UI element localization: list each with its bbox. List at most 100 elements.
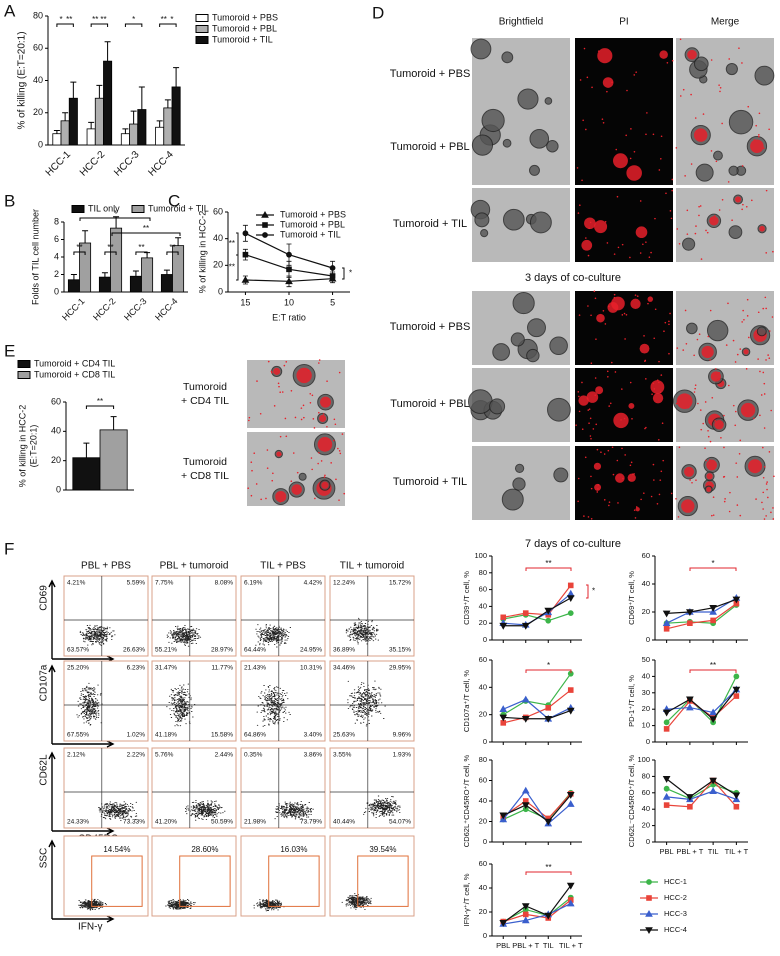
- data-point: [285, 277, 293, 285]
- pi-dot: [720, 436, 722, 439]
- pi-dot: [675, 402, 678, 405]
- y-tick-label: 40: [642, 671, 650, 680]
- pi-dot: [248, 419, 250, 422]
- y-tick-label: 20: [51, 455, 61, 465]
- legend-label: Tumoroid + TIL: [280, 229, 341, 239]
- pi-signal: [596, 313, 605, 323]
- pi-dot: [334, 423, 337, 426]
- pi-dot: [705, 229, 707, 232]
- pi-dot: [651, 393, 653, 395]
- error-bar: [175, 237, 182, 246]
- pi-dot: [653, 388, 656, 390]
- quadrant-value: 3.86%: [304, 752, 323, 759]
- pi-dot: [762, 446, 764, 449]
- error-bar: [82, 230, 89, 243]
- pi-dot: [741, 208, 743, 211]
- significance-label: **: [229, 263, 235, 272]
- pi-signal: [595, 386, 604, 395]
- pi-dot: [712, 496, 715, 498]
- pi-signal: [597, 48, 613, 64]
- pi-dot: [653, 337, 656, 340]
- pi-dot: [639, 200, 642, 202]
- legend-label: Tumoroid + PBL: [212, 23, 277, 33]
- pi-dot: [736, 504, 739, 506]
- gate-value: 14.54%: [103, 845, 130, 854]
- y-axis-label: CD107a⁺/T cell, %: [462, 670, 471, 733]
- pi-dot: [731, 219, 733, 222]
- bar: [141, 257, 154, 293]
- organoid: [470, 38, 492, 60]
- organoid: [706, 319, 729, 342]
- pi-dot: [256, 380, 258, 382]
- data-point: [241, 275, 250, 283]
- panel-letter: A: [4, 1, 16, 20]
- quadrant-value: 54.07%: [389, 819, 411, 826]
- quadrant-value: 2.44%: [215, 752, 234, 759]
- x-tick-label: PBL: [660, 847, 674, 856]
- data-point: [521, 802, 530, 810]
- pi-signal: [602, 77, 614, 88]
- series-line: [502, 793, 572, 820]
- pi-dot: [694, 117, 697, 119]
- pi-dot: [629, 381, 632, 384]
- pi-signal: [317, 437, 333, 452]
- pi-signal: [321, 481, 329, 489]
- legend-swatch: [195, 25, 209, 33]
- x-tick-label: HCC-4: [153, 296, 180, 323]
- pi-dot: [656, 502, 659, 505]
- significance-label: **: [100, 15, 106, 24]
- pi-dot: [732, 404, 735, 407]
- pi-dot: [715, 373, 718, 375]
- pi-dot: [343, 492, 346, 495]
- pi-dot: [755, 498, 757, 500]
- pi-dot: [294, 416, 297, 419]
- significance-label: **: [92, 15, 98, 24]
- significance-bracket: [525, 871, 572, 875]
- pi-dot: [734, 410, 737, 413]
- organoid: [549, 336, 568, 356]
- data-point: [733, 673, 740, 680]
- pi-dot: [647, 302, 649, 305]
- pi-dot: [658, 360, 660, 363]
- pi-dot: [313, 427, 316, 429]
- pi-dot: [633, 74, 636, 76]
- error-bar: [138, 86, 145, 110]
- pi-dot: [684, 309, 687, 312]
- pi-dot: [614, 371, 617, 373]
- error-bar: [164, 99, 171, 108]
- organoid: [686, 322, 698, 335]
- pi-dot: [699, 205, 702, 207]
- x-tick-label: HCC-2: [78, 149, 108, 179]
- data-point: [566, 899, 575, 907]
- legend-label: HCC-3: [664, 909, 687, 918]
- pi-dot: [639, 252, 642, 254]
- x-tick-label: PBL + T: [676, 847, 703, 856]
- pi-dot: [601, 118, 604, 120]
- quadrant-value: 2.12%: [67, 752, 86, 759]
- pi-dot: [281, 391, 284, 393]
- pi-dot: [279, 391, 281, 394]
- pi-dot: [642, 243, 644, 246]
- pi-dot: [658, 381, 660, 384]
- micrograph: [247, 359, 345, 429]
- gate: [91, 855, 143, 907]
- bar: [129, 123, 139, 146]
- data-point: [566, 800, 575, 807]
- quadrant-value: 34.46%: [333, 665, 355, 672]
- pi-dot: [751, 199, 753, 202]
- series-line: [503, 585, 572, 618]
- pi-dot: [658, 169, 661, 171]
- data-point: [566, 792, 575, 799]
- pi-dot: [339, 452, 342, 455]
- micrograph: [470, 38, 570, 112]
- pi-dot: [766, 488, 768, 491]
- pi-dot: [590, 362, 593, 365]
- pi-dot: [686, 233, 689, 235]
- pi-dot: [320, 460, 323, 462]
- image-frame: [676, 188, 774, 262]
- quadrant-value: 6.19%: [244, 580, 263, 587]
- micrograph: [467, 368, 571, 442]
- data-point: [663, 785, 670, 792]
- pi-dot: [579, 79, 582, 81]
- y-tick-label: 80: [479, 755, 487, 764]
